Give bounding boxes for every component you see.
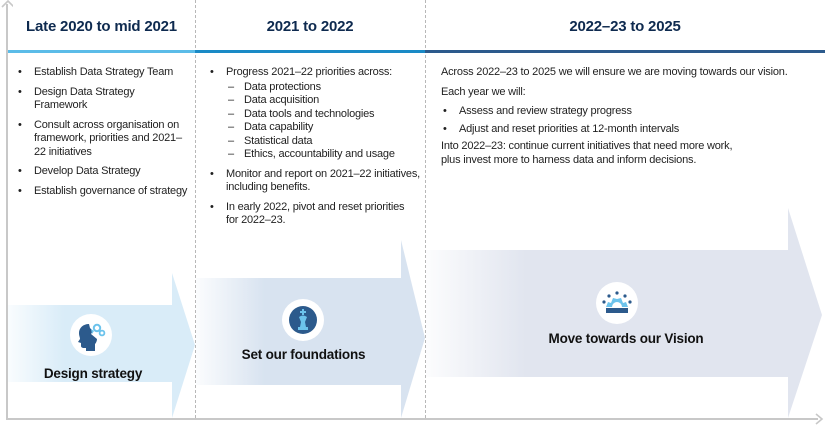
timeline-vertical-axis bbox=[6, 4, 8, 420]
column-header-2: 2021 to 2022 bbox=[266, 17, 354, 35]
list-item: Progress 2021–22 priorities across: Data… bbox=[206, 66, 426, 162]
axis-up-arrow-icon bbox=[1, 0, 13, 8]
sub-list-item: Data tools and technologies bbox=[226, 108, 426, 122]
list-item: Adjust and reset priorities at 12-month … bbox=[439, 123, 811, 137]
sub-list-item: Ethics, accountability and usage bbox=[226, 148, 426, 162]
column-body-3: Across 2022–23 to 2025 we will ensure we… bbox=[441, 66, 811, 173]
header-underline-1 bbox=[8, 50, 195, 53]
stage-icon-1 bbox=[70, 314, 112, 356]
column-header-1: Late 2020 to mid 2021 bbox=[26, 17, 177, 35]
list-item: In early 2022, pivot and reset prioritie… bbox=[206, 201, 426, 228]
stage-label-design-strategy: Design strategy bbox=[43, 366, 143, 381]
sub-list-item: Data protections bbox=[226, 81, 426, 95]
lead-text: Each year we will: bbox=[441, 85, 526, 98]
list-item: Assess and review strategy progress bbox=[439, 105, 811, 119]
outro-text: Into 2022–23: continue current initiativ… bbox=[441, 140, 733, 166]
sub-list-item: Data capability bbox=[226, 121, 426, 135]
column-divider bbox=[195, 0, 196, 418]
head-gears-icon bbox=[78, 323, 106, 351]
list-item: Establish Data Strategy Team bbox=[14, 66, 194, 80]
list-item: Monitor and report on 2021–22 initiative… bbox=[206, 168, 426, 195]
intro-text: Across 2022–23 to 2025 we will ensure we… bbox=[441, 66, 788, 78]
column-body-1: Establish Data Strategy Team Design Data… bbox=[14, 66, 194, 204]
timeline-horizontal-axis bbox=[6, 418, 818, 420]
column-header-3: 2022–23 to 2025 bbox=[569, 17, 681, 35]
axis-right-arrow-icon bbox=[815, 413, 824, 425]
sub-list-item: Data acquisition bbox=[226, 94, 426, 108]
sub-list-item: Statistical data bbox=[226, 135, 426, 149]
stage-icon-2 bbox=[282, 299, 324, 341]
list-item-text: Progress 2021–22 priorities across: bbox=[226, 66, 393, 78]
list-item: Develop Data Strategy bbox=[14, 165, 194, 179]
list-item: Design Data Strategy Framework bbox=[14, 86, 194, 113]
crown-sunrise-icon bbox=[602, 291, 632, 313]
stage-icon-3 bbox=[596, 282, 638, 324]
list-item: Consult across organisation on framework… bbox=[14, 119, 194, 160]
header-underline-3 bbox=[425, 50, 825, 53]
list-item: Establish governance of strategy bbox=[14, 185, 194, 199]
column-body-2: Progress 2021–22 priorities across: Data… bbox=[206, 66, 426, 234]
stage-label-move-towards-vision: Move towards our Vision bbox=[548, 331, 704, 346]
stage-label-set-our-foundations: Set our foundations bbox=[241, 347, 366, 362]
chess-king-icon bbox=[289, 306, 317, 334]
header-underline-2 bbox=[195, 50, 425, 53]
